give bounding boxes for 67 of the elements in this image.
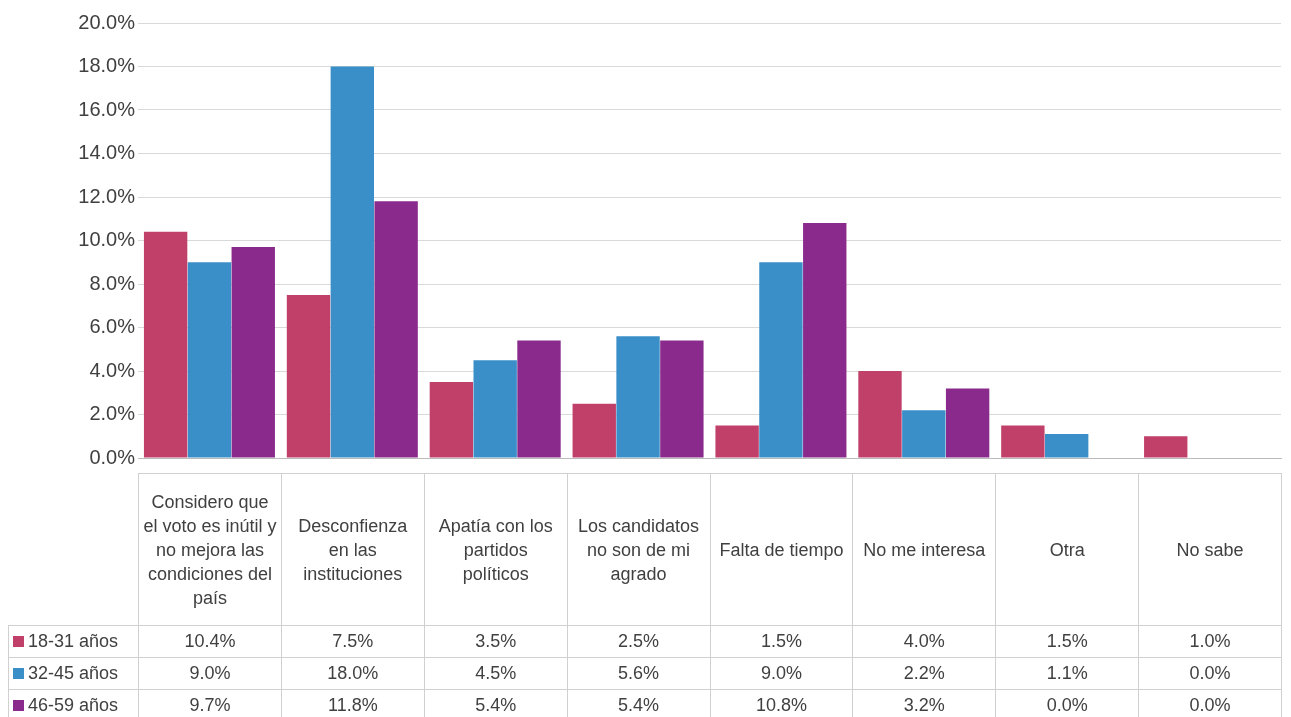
bar <box>715 425 759 458</box>
data-label: 3.2% <box>852 689 996 717</box>
data-label: 1.5% <box>995 625 1139 658</box>
y-tick-label: 6.0% <box>89 315 136 338</box>
data-label: 1.0% <box>1138 625 1282 658</box>
bar <box>858 371 902 458</box>
data-label: 10.4% <box>138 625 282 658</box>
data-label: 5.4% <box>424 689 568 717</box>
data-label: 9.0% <box>138 657 282 690</box>
bar <box>1144 436 1188 458</box>
data-label: 2.2% <box>852 657 996 690</box>
data-label: 3.5% <box>424 625 568 658</box>
x-tick-label: Los candidatos no son de mi agrado <box>567 473 710 626</box>
bar <box>473 360 517 458</box>
legend-label: 46-59 años <box>8 689 139 717</box>
y-tick-label: 16.0% <box>78 97 136 120</box>
bar <box>803 223 847 458</box>
y-tick-label: 4.0% <box>89 358 136 381</box>
legend-label: 32-45 años <box>8 657 139 690</box>
data-label: 0.0% <box>1138 657 1282 690</box>
data-label: 5.4% <box>567 689 710 717</box>
y-tick-label: 8.0% <box>89 271 136 294</box>
y-tick-label: 12.0% <box>78 184 136 207</box>
data-label: 0.0% <box>1138 689 1282 717</box>
data-label: 4.0% <box>852 625 996 658</box>
bar <box>1001 425 1045 458</box>
x-tick-label: Desconfienza en las instituciones <box>281 473 425 626</box>
bar <box>429 381 474 458</box>
bar <box>330 66 374 458</box>
x-tick-label: Apatía con los partidos políticos <box>424 473 568 626</box>
bar <box>616 336 660 458</box>
bar <box>759 262 803 458</box>
data-label: 5.6% <box>567 657 710 690</box>
bar <box>231 247 275 458</box>
bar <box>572 403 616 458</box>
data-label: 1.5% <box>710 625 853 658</box>
bar <box>286 294 331 458</box>
y-tick-label: 2.0% <box>89 402 136 425</box>
bar <box>945 388 990 458</box>
data-label: 9.7% <box>138 689 282 717</box>
y-tick-label: 20.0% <box>78 10 136 33</box>
x-tick-label: Otra <box>995 473 1139 626</box>
y-tick-label: 10.0% <box>78 228 136 251</box>
data-label: 18.0% <box>281 657 425 690</box>
bar <box>517 340 561 458</box>
x-tick-label: No sabe <box>1138 473 1282 626</box>
bar <box>374 201 418 458</box>
data-label: 7.5% <box>281 625 425 658</box>
bar <box>660 340 704 458</box>
data-label: 9.0% <box>710 657 853 690</box>
x-tick-label: Falta de tiempo <box>710 473 853 626</box>
y-tick-label: 0.0% <box>89 445 136 468</box>
bar <box>902 410 946 458</box>
bar <box>143 231 188 458</box>
data-label: 4.5% <box>424 657 568 690</box>
data-label: 2.5% <box>567 625 710 658</box>
x-tick-label: Considero que el voto es inútil y no mejora las condiciones del país <box>138 473 282 626</box>
x-tick-label: No me interesa <box>852 473 996 626</box>
y-tick-label: 14.0% <box>78 141 136 164</box>
bar <box>187 262 232 458</box>
y-tick-label: 18.0% <box>78 54 136 77</box>
data-label: 11.8% <box>281 689 425 717</box>
legend-label: 18-31 años <box>8 625 139 658</box>
bar <box>1045 434 1089 458</box>
data-label: 0.0% <box>995 689 1139 717</box>
data-label: 1.1% <box>995 657 1139 690</box>
data-label: 10.8% <box>710 689 853 717</box>
